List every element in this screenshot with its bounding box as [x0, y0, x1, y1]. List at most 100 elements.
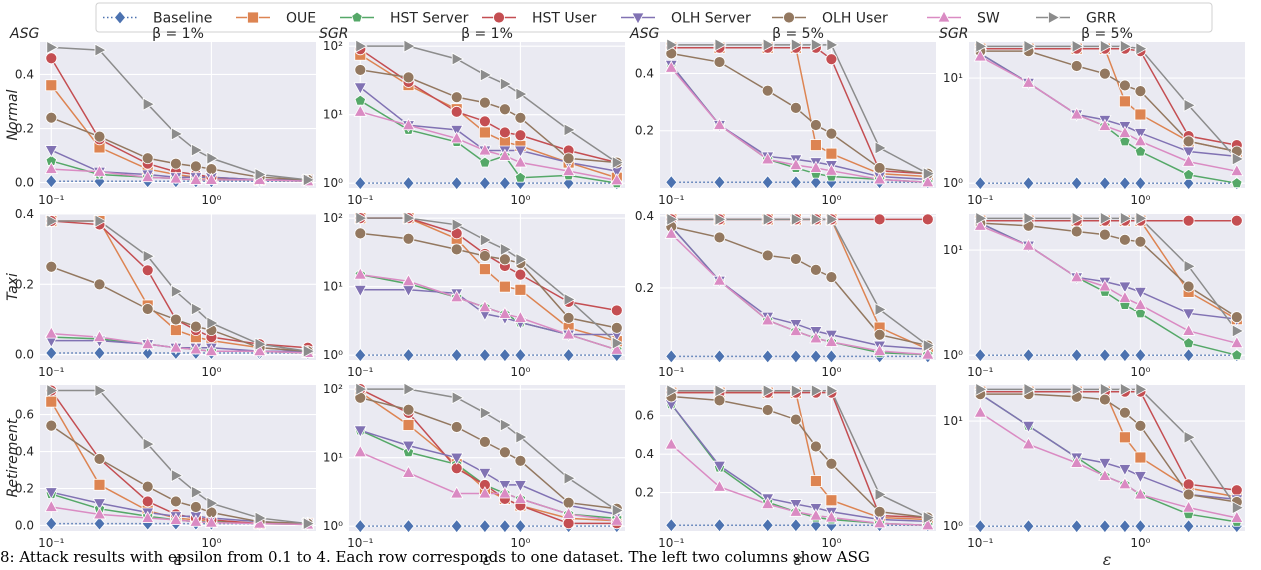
- point-sw: [872, 172, 887, 185]
- point-grr: [206, 316, 219, 330]
- point-hst-server: [1182, 337, 1195, 349]
- panel-retirement-1: 10⁰ 10¹ 10² 10⁻¹ 10⁰ ε: [323, 382, 625, 569]
- x-axis-label: ε: [174, 550, 183, 569]
- series-line-olh-user: [51, 266, 308, 352]
- point-sw: [610, 172, 624, 186]
- point-grr: [1120, 39, 1133, 54]
- point-grr: [302, 516, 316, 531]
- point-olh-user: [1118, 79, 1131, 92]
- point-grr: [874, 141, 887, 155]
- point-baseline: [1098, 348, 1111, 363]
- point-hst-user: [610, 304, 623, 317]
- point-grr: [94, 214, 107, 228]
- point-sw: [44, 326, 58, 339]
- point-hst-user: [498, 126, 511, 139]
- point-oue: [809, 139, 822, 151]
- point-grr: [403, 39, 416, 53]
- series-line-sw: [979, 412, 1237, 519]
- point-olh-user: [1182, 488, 1195, 501]
- point-olh-user: [169, 313, 182, 326]
- point-hst-server: [1134, 307, 1147, 319]
- point-grr: [94, 383, 107, 398]
- point-hst-server: [1182, 168, 1195, 180]
- series-line-oue: [360, 217, 618, 342]
- series-group: [973, 382, 1245, 534]
- point-olh-user: [498, 253, 511, 266]
- point-sw: [809, 508, 823, 521]
- point-baseline: [1022, 519, 1035, 534]
- y-tick-label: 10¹: [323, 280, 343, 294]
- point-baseline: [1134, 519, 1147, 534]
- point-grr: [1071, 39, 1085, 54]
- point-sw: [824, 334, 839, 347]
- series-line-olh-user: [360, 396, 617, 510]
- point-sw: [789, 323, 803, 337]
- point-olh-user: [1134, 419, 1147, 432]
- x-tick-label: 10⁻¹: [658, 193, 685, 207]
- point-sw: [498, 486, 512, 499]
- y-tick-label: 0.2: [15, 122, 34, 136]
- series-line-grr: [360, 388, 618, 512]
- y-tick-label: 10²: [323, 211, 343, 225]
- panel-taxi-3: 10⁰ 10¹ 10⁻¹ 10⁰: [943, 211, 1245, 379]
- point-olh-server: [44, 487, 58, 500]
- point-sw: [1181, 323, 1196, 336]
- point-grr: [790, 212, 804, 227]
- point-baseline: [498, 176, 511, 191]
- metric-label: SGR: [939, 26, 968, 42]
- point-baseline: [974, 348, 987, 363]
- point-hst-user: [45, 52, 58, 65]
- point-grr: [1231, 500, 1245, 515]
- point-olh-server: [712, 460, 727, 474]
- point-sw: [353, 267, 367, 280]
- point-baseline: [713, 518, 726, 533]
- series-line-olh-server: [979, 393, 1237, 501]
- series-line-sw: [360, 451, 617, 522]
- point-olh-user: [562, 311, 575, 324]
- series-line-sw: [360, 273, 618, 351]
- point-olh-user: [93, 278, 106, 291]
- point-grr: [790, 38, 804, 52]
- point-oue: [825, 147, 838, 160]
- point-olh-user: [169, 495, 182, 508]
- series-line-grr: [980, 45, 1238, 160]
- point-baseline: [478, 176, 491, 191]
- point-hst-user: [450, 105, 463, 118]
- point-sw: [809, 160, 823, 173]
- point-hst-user: [141, 264, 154, 277]
- y-tick-label: 0.0: [15, 518, 34, 532]
- point-olh-user: [1098, 67, 1111, 80]
- point-olh-server: [92, 498, 107, 511]
- point-olh-server: [353, 425, 367, 438]
- y-tick-label: 10⁰: [943, 176, 963, 190]
- point-baseline: [402, 348, 415, 363]
- point-grr: [479, 68, 493, 82]
- panel-retirement-3: 10⁰ 10¹ 10⁻¹ 10⁰ ε: [943, 382, 1245, 569]
- x-tick-label: 10⁰: [821, 536, 841, 550]
- series-line-grr: [671, 44, 929, 175]
- point-grr: [611, 336, 625, 350]
- point-olh-user: [789, 413, 802, 426]
- point-olh-user: [514, 111, 527, 124]
- series-line-hst-user: [671, 46, 928, 175]
- point-grr: [499, 242, 513, 257]
- point-sw: [789, 157, 803, 171]
- point-grr: [1183, 98, 1196, 112]
- point-baseline: [354, 176, 367, 191]
- x-tick-label: 10⁻¹: [658, 365, 685, 379]
- point-sw: [789, 504, 803, 517]
- point-olh-user: [761, 84, 774, 97]
- point-baseline: [93, 345, 106, 361]
- point-baseline: [974, 176, 987, 191]
- point-grr: [1231, 152, 1245, 166]
- point-grr: [355, 382, 368, 396]
- point-grr: [142, 437, 156, 451]
- y-tick-label: 0.2: [15, 277, 34, 291]
- point-sw: [204, 343, 219, 357]
- legend-label-1: OUE: [286, 11, 316, 27]
- point-olh-user: [498, 446, 511, 459]
- point-grr: [811, 212, 824, 227]
- point-olh-user: [873, 162, 886, 174]
- series-line-grr: [980, 388, 1238, 509]
- point-oue: [93, 478, 106, 491]
